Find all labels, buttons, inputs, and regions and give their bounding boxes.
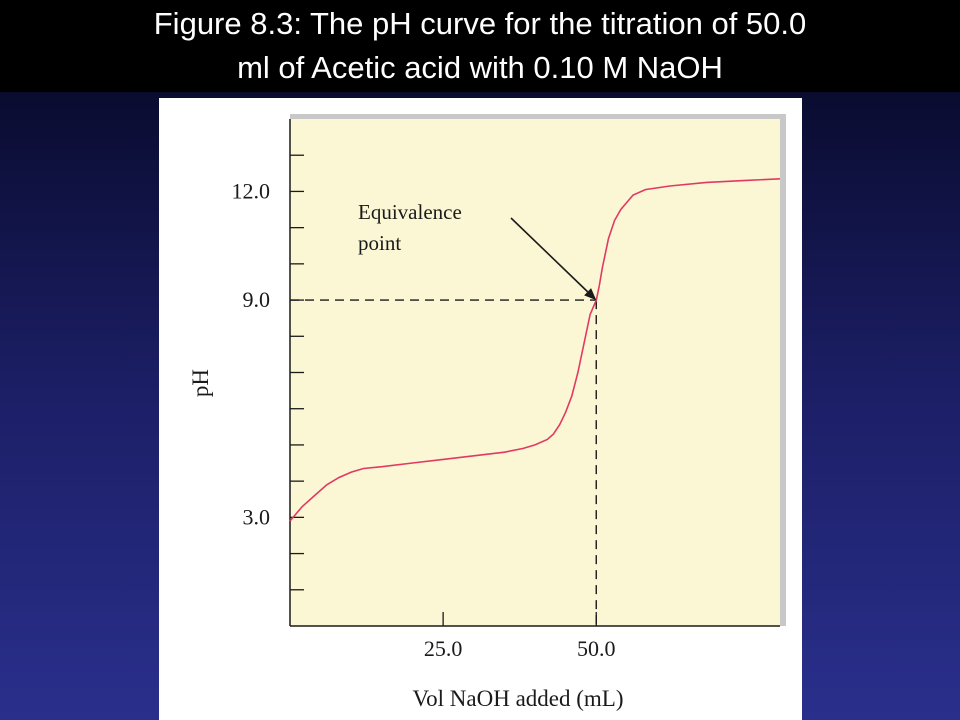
- annotation-label-line-2: point: [358, 231, 401, 255]
- figure-panel: 3.0 9.0 12.0 25.0 50.0 Equivalence point pH…: [159, 98, 802, 720]
- equivalence-annotation: Equivalence point: [358, 200, 597, 301]
- slide-title-line-1: Figure 8.3: The pH curve for the titrati…: [153, 6, 807, 41]
- equivalence-guides: [290, 299, 597, 626]
- x-axis-label: Vol NaOH added (mL): [413, 686, 624, 711]
- x-tick-label: 25.0: [424, 636, 463, 661]
- y-tick-labels: 3.0 9.0 12.0: [232, 178, 271, 529]
- titration-chart: 3.0 9.0 12.0 25.0 50.0 Equivalence point pH…: [188, 114, 786, 711]
- y-tick-label: 12.0: [232, 178, 271, 203]
- slide-title: Figure 8.3: The pH curve for the titrati…: [0, 0, 960, 92]
- ph-curve: [289, 178, 781, 522]
- x-tick-label: 50.0: [577, 636, 616, 661]
- y-tick-label: 3.0: [243, 504, 271, 529]
- annotation-label-line-1: Equivalence: [358, 200, 462, 224]
- x-tick-labels: 25.0 50.0: [424, 636, 616, 661]
- plot-background: [290, 119, 780, 626]
- annotation-arrow: [510, 217, 589, 293]
- slide-title-line-2: ml of Acetic acid with 0.10 M NaOH: [237, 50, 723, 85]
- annotation-arrowhead: [584, 288, 597, 301]
- y-tick-label: 9.0: [243, 287, 271, 312]
- y-axis-label: pH: [188, 369, 213, 397]
